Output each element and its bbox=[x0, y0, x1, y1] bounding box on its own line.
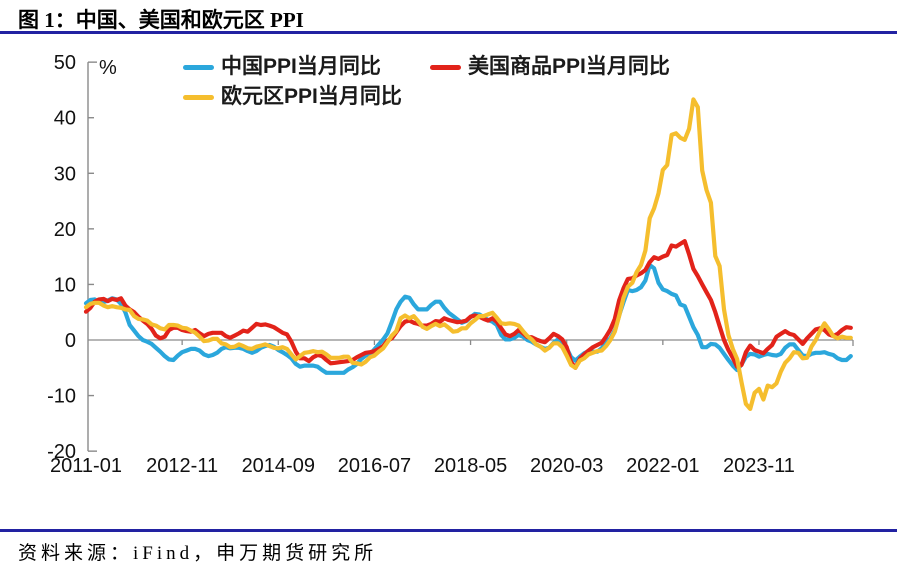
x-tick-label: 2014-09 bbox=[242, 455, 315, 477]
legend-item-eurozone: 欧元区PPI当月同比 bbox=[183, 85, 402, 109]
y-tick-label: 0 bbox=[65, 330, 76, 352]
title-underline-rule bbox=[0, 31, 897, 34]
y-tick-label: 40 bbox=[54, 108, 76, 130]
us-legend-label: 美国商品PPI当月同比 bbox=[468, 55, 670, 78]
y-tick-label: 50 bbox=[54, 52, 76, 74]
legend-item-us: 美国商品PPI当月同比 bbox=[430, 55, 670, 79]
eurozone-legend-label: 欧元区PPI当月同比 bbox=[221, 85, 402, 108]
x-tick-label: 2023-11 bbox=[723, 455, 795, 477]
legend-item-china: 中国PPI当月同比 bbox=[183, 55, 381, 79]
y-tick-label: 30 bbox=[54, 163, 76, 185]
data-source-text: 资料来源：iFind，申万期货研究所 bbox=[18, 543, 378, 564]
eurozone-series-line bbox=[83, 97, 853, 411]
footer-rule bbox=[0, 529, 897, 532]
y-axis-unit-label: % bbox=[99, 57, 117, 79]
figure-title: 图 1：中国、美国和欧元区 PPI bbox=[18, 8, 304, 32]
x-tick-label: 2016-07 bbox=[338, 455, 411, 477]
us-series-line bbox=[83, 239, 853, 370]
x-tick-label: 2011-01 bbox=[50, 455, 122, 477]
x-tick-label: 2012-11 bbox=[146, 455, 218, 477]
china-legend-swatch-icon bbox=[183, 64, 214, 70]
y-tick-label: 10 bbox=[54, 274, 76, 296]
china-legend-label: 中国PPI当月同比 bbox=[221, 55, 381, 78]
y-tick-label: 20 bbox=[54, 219, 76, 241]
x-tick-label: 2020-03 bbox=[530, 455, 603, 477]
us-legend-swatch-icon bbox=[430, 64, 461, 70]
eurozone-legend-swatch-icon bbox=[183, 94, 214, 100]
x-tick-label: 2018-05 bbox=[434, 455, 507, 477]
y-tick-label: -20 bbox=[47, 441, 76, 463]
y-tick-label: -10 bbox=[47, 386, 76, 408]
x-tick-label: 2022-01 bbox=[626, 455, 699, 477]
